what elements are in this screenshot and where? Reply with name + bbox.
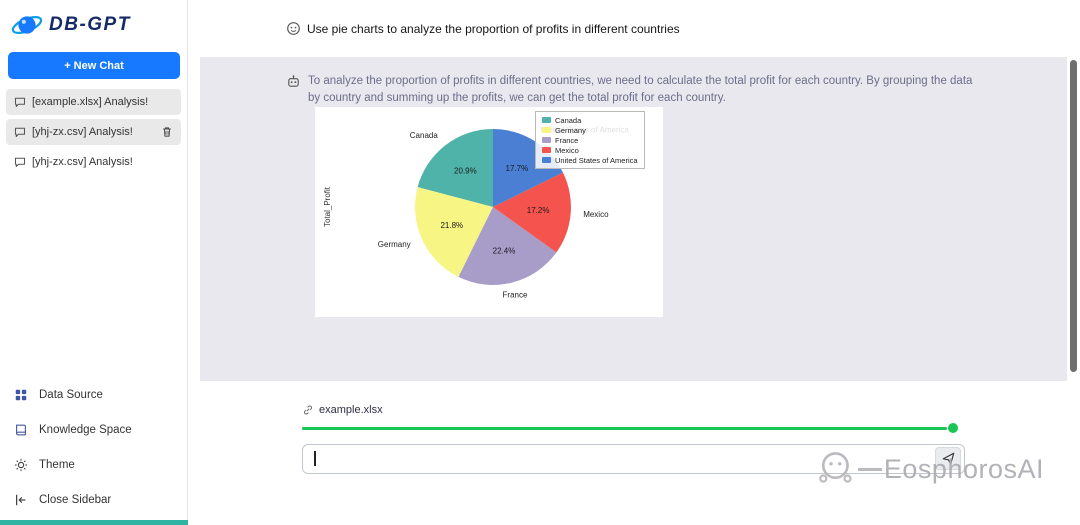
sidebar-item-theme[interactable]: Theme (0, 452, 188, 478)
assistant-panel: To analyze the proportion of profits in … (200, 57, 1067, 381)
db-gpt-logo[interactable]: DB-GPT (0, 0, 187, 44)
chat-bubble-icon (14, 126, 26, 138)
chat-bubble-icon (14, 156, 26, 168)
pie-slice (458, 207, 557, 285)
chat-main: Use pie charts to analyze the proportion… (188, 0, 1080, 525)
legend-swatch (542, 147, 551, 153)
legend-label: Germany (555, 125, 586, 135)
legend-item: Germany (542, 125, 638, 135)
pie-chart-svg: 20.9% Canada 21.8% Germany 22.4% France 17.2% M… (378, 126, 630, 300)
chat-list: [example.xlsx] Analysis! [yhj-zx.csv] An… (0, 89, 187, 175)
logo-text: DB-GPT (49, 14, 131, 35)
pie-slice (417, 129, 493, 207)
chat-input[interactable] (303, 445, 964, 473)
send-icon (941, 451, 956, 466)
chat-list-item[interactable]: [example.xlsx] Analysis! (6, 89, 181, 115)
legend-label: United States of America (555, 155, 638, 165)
legend-label: Mexico (555, 145, 579, 155)
legend-swatch (542, 157, 551, 163)
sidebar-item-label: Data Source (39, 389, 103, 401)
legend-swatch (542, 137, 551, 143)
legend-swatch (542, 127, 551, 133)
sidebar-item-label: Theme (39, 459, 75, 471)
chat-list-item[interactable]: [yhj-zx.csv] Analysis! (6, 149, 181, 175)
sidebar: DB-GPT + New Chat [example.xlsx] Analysi… (0, 0, 188, 525)
pie-percent-label: 21.8% (440, 221, 463, 230)
pie-category-label: Germany (378, 240, 411, 249)
pie-percent-label: 22.4% (493, 246, 516, 255)
assistant-message-row: To analyze the proportion of profits in … (286, 73, 980, 108)
user-avatar-icon (286, 21, 301, 36)
pie-category-label: France (503, 290, 528, 299)
pie-percent-label: 17.7% (506, 164, 529, 173)
pie-slice (493, 129, 563, 207)
pie-percent-label: 20.9% (454, 167, 477, 176)
legend-item: Mexico (542, 145, 638, 155)
delete-chat-icon[interactable] (161, 126, 173, 138)
pie-slice (493, 172, 571, 253)
pie-category-label: Mexico (583, 210, 609, 219)
sidebar-item-knowledge-space[interactable]: Knowledge Space (0, 417, 188, 443)
db-gpt-logo-icon (10, 10, 44, 40)
legend-item: United States of America (542, 155, 638, 165)
pie-slice (415, 187, 493, 277)
assistant-avatar-icon (286, 74, 301, 89)
sidebar-item-label: Knowledge Space (39, 424, 132, 436)
attachment-row[interactable]: example.xlsx (302, 404, 383, 416)
chat-item-label: [example.xlsx] Analysis! (32, 96, 149, 108)
chat-input-box (302, 444, 965, 474)
user-message-row: Use pie charts to analyze the proportion… (188, 0, 1080, 57)
chat-bubble-icon (14, 96, 26, 108)
chat-item-label: [yhj-zx.csv] Analysis! (32, 156, 133, 168)
book-icon (14, 423, 28, 437)
new-chat-button[interactable]: + New Chat (8, 52, 180, 79)
legend-label: France (555, 135, 579, 145)
send-button[interactable] (935, 447, 961, 470)
pie-chart-card: Total_Profit 20.9% Canada 21.8% Germany 22.4… (315, 107, 663, 317)
chart-legend: Canada Germany France Mexico United States o… (535, 111, 645, 169)
sidebar-item-data-source[interactable]: Data Source (0, 382, 188, 408)
progress-bar (302, 427, 947, 430)
grid-icon (14, 388, 28, 402)
collapse-sidebar-icon (14, 493, 28, 507)
pie-category-label: Canada (410, 131, 439, 140)
user-message-text: Use pie charts to analyze the proportion… (307, 21, 680, 36)
sidebar-footer: Data Source Knowledge Space Theme Close … (0, 382, 188, 522)
legend-swatch (542, 117, 551, 123)
text-cursor (314, 451, 316, 466)
progress-indicator-dot (948, 423, 958, 433)
assistant-message-text: To analyze the proportion of profits in … (308, 75, 973, 105)
sun-icon (14, 458, 28, 472)
legend-item: France (542, 135, 638, 145)
sidebar-item-label: Close Sidebar (39, 494, 112, 506)
sidebar-accent-strip (0, 520, 188, 525)
attachment-name: example.xlsx (319, 404, 383, 416)
sidebar-item-close-sidebar[interactable]: Close Sidebar (0, 487, 188, 513)
chat-item-label: [yhj-zx.csv] Analysis! (32, 126, 133, 138)
pie-percent-label: 17.2% (527, 206, 550, 215)
chat-list-item[interactable]: [yhj-zx.csv] Analysis! (6, 119, 181, 145)
legend-label: Canada (555, 115, 582, 125)
legend-item: Canada (542, 115, 638, 125)
scrollbar-thumb[interactable] (1070, 60, 1077, 372)
link-icon (302, 404, 314, 416)
